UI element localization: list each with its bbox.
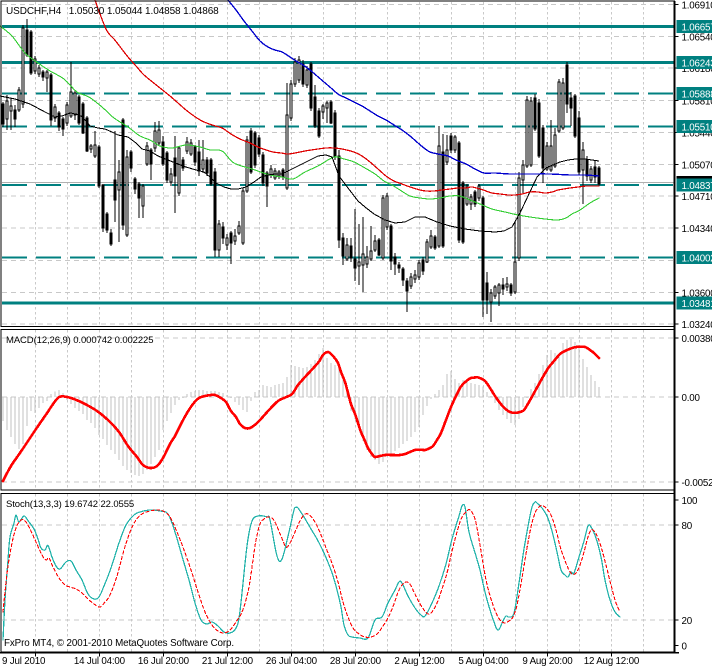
svg-text:1.03240: 1.03240 — [682, 320, 712, 331]
svg-text:9 Aug 20:00: 9 Aug 20:00 — [522, 656, 573, 667]
svg-text:-0.00525: -0.00525 — [682, 478, 712, 489]
svg-text:FxPro MT4, © 2001-2010 MetaQuo: FxPro MT4, © 2001-2010 MetaQuotes Softwa… — [4, 638, 234, 649]
svg-text:80: 80 — [682, 521, 693, 532]
svg-text:1.05810: 1.05810 — [682, 96, 712, 107]
svg-text:1.05888: 1.05888 — [682, 90, 712, 101]
svg-text:0.00: 0.00 — [682, 393, 701, 404]
svg-text:Stoch(13,3,3) 19.6742 22.0555: Stoch(13,3,3) 19.6742 22.0555 — [6, 499, 134, 510]
svg-text:14 Jul 04:00: 14 Jul 04:00 — [74, 656, 126, 667]
svg-text:1.06910: 1.06910 — [682, 1, 712, 12]
svg-text:0: 0 — [682, 642, 688, 653]
svg-text:1.03600: 1.03600 — [682, 289, 712, 300]
svg-text:28 Jul 20:00: 28 Jul 20:00 — [330, 656, 382, 667]
svg-text:1.06243: 1.06243 — [682, 59, 712, 70]
svg-text:2 Aug 12:00: 2 Aug 12:00 — [394, 656, 445, 667]
svg-text:100: 100 — [682, 496, 698, 507]
svg-text:1.04340: 1.04340 — [682, 224, 712, 235]
svg-text:9 Jul 2010: 9 Jul 2010 — [2, 656, 46, 667]
svg-text:1.06180: 1.06180 — [682, 64, 712, 75]
svg-text:1.04837: 1.04837 — [682, 181, 712, 192]
svg-text:21 Jul 12:00: 21 Jul 12:00 — [202, 656, 254, 667]
svg-text:MACD(12,26,9) 0.000742 0.00222: MACD(12,26,9) 0.000742 0.002225 — [6, 335, 153, 346]
svg-text:1.03481: 1.03481 — [682, 299, 712, 310]
svg-text:26 Jul 04:00: 26 Jul 04:00 — [266, 656, 318, 667]
svg-text:USDCHF,H4 1.05030 1.05044 1.0: USDCHF,H4 1.05030 1.05044 1.04858 1.0486… — [6, 6, 219, 17]
svg-text:20: 20 — [682, 616, 693, 627]
svg-text:1.06657: 1.06657 — [682, 23, 712, 34]
svg-text:1.05440: 1.05440 — [682, 129, 712, 140]
svg-text:12 Aug 12:00: 12 Aug 12:00 — [584, 656, 640, 667]
svg-text:1.05070: 1.05070 — [682, 161, 712, 172]
svg-text:5 Aug 04:00: 5 Aug 04:00 — [458, 656, 509, 667]
svg-text:1.06540: 1.06540 — [682, 33, 712, 44]
svg-text:1.04710: 1.04710 — [682, 192, 712, 203]
svg-text:1.05510: 1.05510 — [682, 122, 712, 133]
svg-text:16 Jul 20:00: 16 Jul 20:00 — [138, 656, 190, 667]
svg-text:1.04002: 1.04002 — [682, 254, 712, 265]
